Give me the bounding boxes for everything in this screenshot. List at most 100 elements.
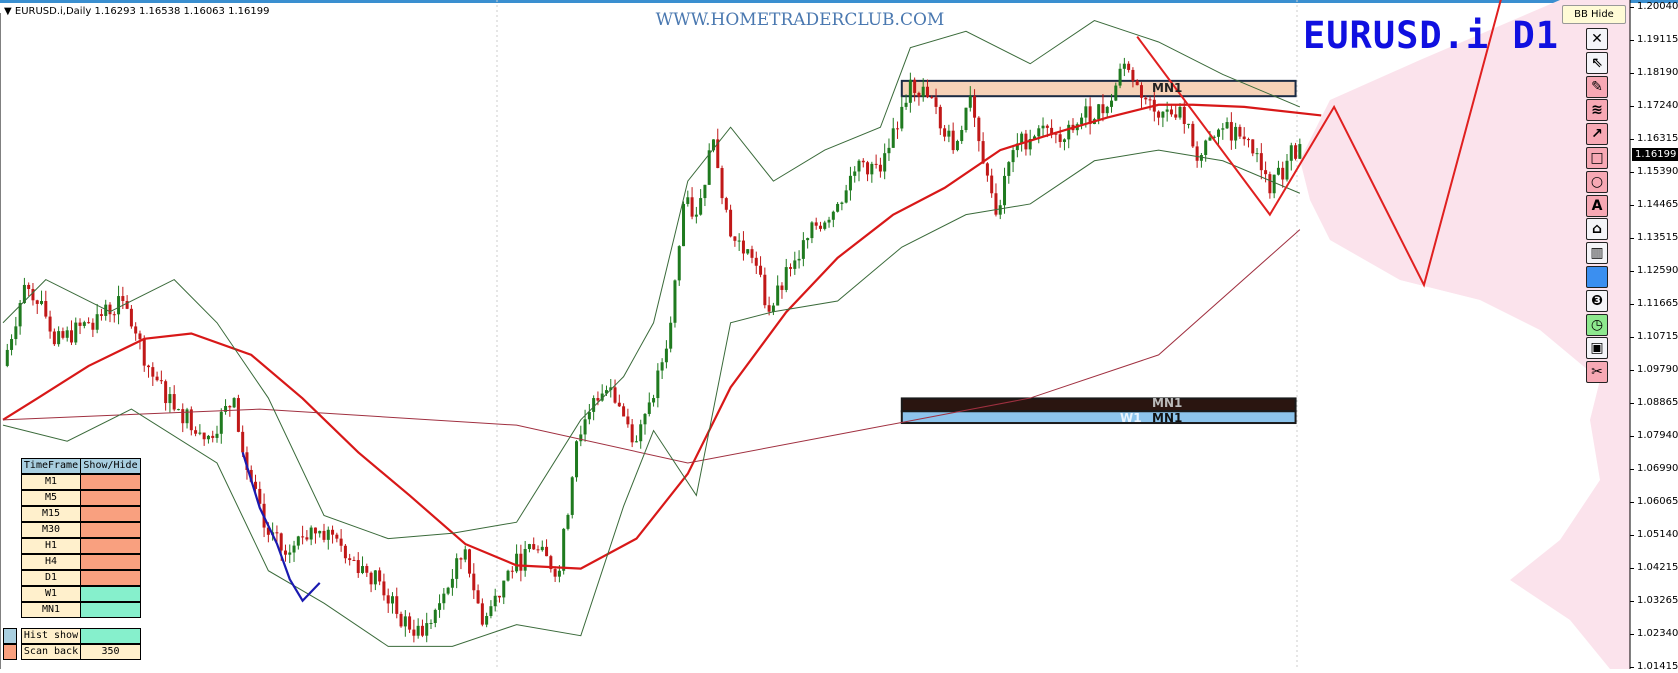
axis-tick [1630,370,1634,371]
axis-tick [1630,106,1634,107]
axis-tick [1630,73,1634,74]
axis-tick-label: 1.04215 [1637,562,1678,573]
candle-body [292,545,296,553]
wave-lines-button[interactable]: ≋ [1586,99,1608,122]
candle-body [1118,68,1122,86]
timeframe-m30: M30 [21,522,81,538]
candle-body [587,411,591,420]
candle-body [502,580,506,598]
candle-body [900,106,904,129]
candle-body [921,86,925,97]
candle-body [741,240,745,254]
candle-body [1255,153,1259,155]
rectangle-button[interactable]: □ [1586,147,1608,169]
candle-body [968,96,972,108]
candle-body [301,536,305,538]
candle-body [352,560,356,562]
candle-body [378,570,382,582]
toggle-m30[interactable] [80,522,141,538]
hist-icon[interactable] [3,628,17,644]
toggle-h1[interactable] [80,538,141,554]
candle-body [840,202,844,204]
candle-body [711,139,715,151]
candle-body [763,274,767,306]
scan-back-icon[interactable] [3,644,17,660]
candle-body [960,130,964,142]
scan-back-input[interactable]: 350 [80,644,141,660]
candle-body [91,322,95,330]
axis-tick [1630,238,1634,239]
number-three-button[interactable]: ❸ [1586,289,1608,312]
color-swatch-button[interactable] [1586,266,1608,288]
text-button[interactable]: A [1586,194,1608,217]
arrow-up-right-button[interactable]: ↗ [1586,123,1608,146]
candle-body [1011,150,1015,163]
toggle-mn1[interactable] [80,602,141,618]
candle-body [955,141,959,151]
close-button[interactable]: ✕ [1586,28,1608,50]
candle-body [361,566,365,574]
circle-button[interactable]: ○ [1586,170,1608,193]
candle-body [699,198,703,215]
toggle-h4[interactable] [80,554,141,570]
candle-body [117,296,121,315]
dropdown-triangle-icon[interactable]: ▼ [4,6,12,17]
candle-body [1217,129,1221,137]
number-three-icon: ❸ [1591,292,1603,309]
current-price-label: 1.16199 [1632,148,1678,161]
candle-body [65,330,69,338]
candle-body [194,430,198,434]
candle-body [10,339,14,350]
candle-body [219,411,223,434]
axis-tick-label: 1.08865 [1637,397,1678,408]
axis-tick-label: 1.06990 [1637,463,1678,474]
toggle-w1[interactable] [80,586,141,602]
candle-body [442,593,446,604]
axis-tick-label: 1.02340 [1637,628,1678,639]
candle-body [87,322,91,324]
candle-body [1114,85,1118,101]
clock-button[interactable]: ◷ [1586,313,1608,336]
candle-body [176,409,180,411]
chart-header: ▼ EURUSD.i,Daily 1.16293 1.16538 1.16063… [4,6,269,17]
candle-body [1204,140,1208,155]
candle-body [600,393,604,401]
candle-body [399,613,403,627]
candle-body [279,533,283,551]
candle-body [429,623,433,625]
candle-body [716,139,720,169]
candle-body [1208,137,1212,141]
candle-body [1161,111,1165,118]
axis-tick [1630,304,1634,305]
candle-body [776,285,780,306]
candle-body [896,128,900,130]
save-button[interactable]: ▣ [1586,337,1608,360]
candle-body [1225,122,1229,129]
candle-body [1294,145,1298,159]
cursor-arrow-button[interactable]: ⇖ [1586,51,1608,74]
candle-body [1037,128,1041,137]
candle-body [5,349,9,366]
toggle-d1[interactable] [80,570,141,586]
scissors-button[interactable]: ✂ [1586,361,1608,384]
watermark: WWW.HOMETRADERCLUB.COM [655,10,945,30]
candle-body [801,240,805,259]
hist-show-toggle[interactable] [80,628,141,644]
toggle-m1[interactable] [80,474,141,490]
zone-rect [900,79,1297,98]
candle-body [211,435,215,438]
toggle-m15[interactable] [80,506,141,522]
toggle-m5[interactable] [80,490,141,506]
price-tag-button[interactable]: ⌂ [1586,218,1608,241]
candle-body [925,86,929,98]
pencil-button[interactable]: ✎ [1586,75,1608,98]
candle-body [1050,127,1054,134]
close-icon: ✕ [1591,31,1603,47]
trash-button[interactable]: ▥ [1586,242,1608,265]
candle-body [1169,109,1173,115]
candle-body [1182,106,1186,124]
axis-tick [1630,271,1634,272]
bb-upper-line [2,20,1301,540]
candle-body [1054,133,1058,135]
